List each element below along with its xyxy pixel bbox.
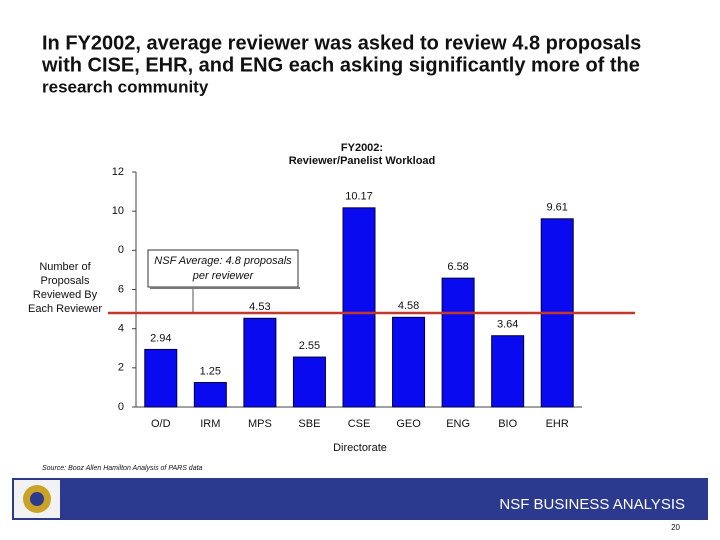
y-label: Proposals bbox=[41, 275, 90, 287]
x-tick-label: IRM bbox=[200, 418, 220, 430]
x-tick-label: MPS bbox=[248, 418, 272, 430]
value-label: 9.61 bbox=[547, 202, 568, 214]
value-label: 4.58 bbox=[398, 300, 419, 312]
heading: research community bbox=[42, 77, 209, 96]
value-label: 3.64 bbox=[497, 319, 518, 331]
bar bbox=[392, 316, 426, 408]
logo bbox=[30, 492, 44, 506]
annotation: NSF Average: 4.8 proposals bbox=[154, 255, 292, 267]
value-label: 2.94 bbox=[150, 332, 171, 344]
y-label: Each Reviewer bbox=[28, 303, 102, 315]
page-number: 20 bbox=[671, 523, 680, 532]
source-note: Source: Booz Allen Hamilton Analysis of … bbox=[42, 465, 203, 472]
x-tick-label: EHR bbox=[546, 418, 569, 430]
y-tick-label: 12 bbox=[112, 166, 124, 178]
value-label: 2.55 bbox=[299, 340, 320, 352]
bar bbox=[342, 207, 376, 408]
x-tick-label: ENG bbox=[446, 418, 470, 430]
heading: with CISE, EHR, and ENG each asking sign… bbox=[41, 54, 640, 76]
bar bbox=[144, 348, 178, 408]
x-tick-label: SBE bbox=[298, 418, 320, 430]
annotation: per reviewer bbox=[192, 270, 255, 282]
y-tick-label: 2 bbox=[118, 362, 124, 374]
y-label: Number of bbox=[39, 261, 91, 273]
chart-title: Reviewer/Panelist Workload bbox=[289, 155, 436, 167]
annotation-box bbox=[147, 249, 299, 288]
y-tick-label: 0 bbox=[118, 401, 124, 413]
bar bbox=[193, 382, 227, 408]
x-tick-label: BIO bbox=[498, 418, 517, 430]
bar bbox=[243, 317, 277, 408]
x-tick-label: O/D bbox=[151, 418, 171, 430]
y-tick-label: 6 bbox=[118, 283, 124, 295]
y-tick-label: 4 bbox=[118, 323, 124, 335]
chart-title: FY2002: bbox=[341, 142, 383, 154]
y-tick-label: 10 bbox=[112, 205, 124, 217]
x-tick-label: GEO bbox=[396, 418, 421, 430]
bar bbox=[491, 335, 525, 408]
y-tick-label: 0 bbox=[118, 244, 124, 256]
bar bbox=[441, 277, 475, 408]
y-label: Reviewed By bbox=[33, 289, 98, 301]
heading: In FY2002, average reviewer was asked to… bbox=[42, 32, 641, 54]
value-label: 10.17 bbox=[345, 191, 373, 203]
value-label: 4.53 bbox=[249, 301, 270, 313]
value-label: 1.25 bbox=[200, 365, 221, 377]
footer-brand: NSF BUSINESS ANALYSIS bbox=[499, 496, 685, 513]
bar bbox=[292, 356, 326, 408]
x-tick-label: CSE bbox=[348, 418, 371, 430]
footer-band bbox=[12, 478, 708, 520]
value-label: 6.58 bbox=[447, 261, 468, 273]
x-label: Directorate bbox=[333, 442, 387, 454]
